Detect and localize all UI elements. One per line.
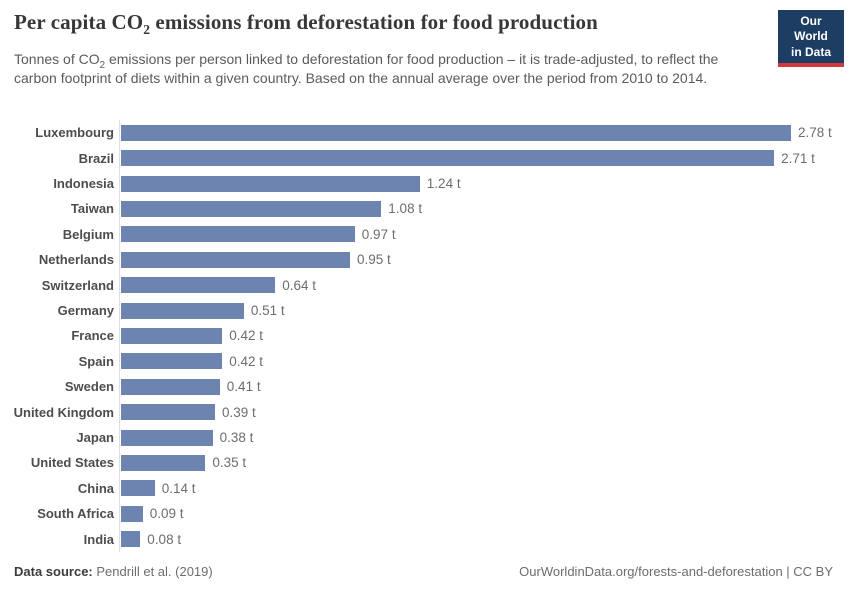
country-label: Spain — [78, 353, 114, 369]
bar[interactable] — [121, 150, 775, 167]
owid-logo[interactable]: Our World in Data — [778, 10, 844, 68]
data-source: Data source: Pendrill et al. (2019) — [14, 564, 213, 579]
value-label: 0.38 t — [219, 430, 254, 446]
chart-title-text-rest: emissions from deforestation for food pr… — [150, 10, 598, 34]
chart-subtitle-text-rest: emissions per person linked to deforesta… — [14, 51, 719, 87]
value-label: 2.78 t — [798, 125, 832, 141]
country-label: Brazil — [78, 150, 114, 166]
bar-rows: Luxembourg 2.78 t Brazil 2.71 t Indonesia 1.2… — [0, 120, 850, 552]
bar[interactable] — [121, 277, 276, 294]
country-label: Belgium — [62, 226, 114, 242]
value-label: 1.24 t — [426, 176, 461, 192]
bar-row: United States 0.35 t — [0, 450, 850, 475]
country-label: Japan — [76, 430, 114, 446]
country-label: Netherlands — [38, 252, 114, 268]
bar-row: Belgium 0.97 t — [0, 222, 850, 247]
country-label: Sweden — [64, 379, 114, 395]
chart-title-text: Per capita CO — [14, 10, 144, 34]
bar[interactable] — [121, 480, 155, 497]
country-label: South Africa — [37, 506, 114, 522]
value-label: 0.08 t — [147, 531, 182, 547]
bar-row: Switzerland 0.64 t — [0, 272, 850, 297]
chart-footer: Data source: Pendrill et al. (2019) OurW… — [14, 564, 833, 579]
country-label: Indonesia — [53, 176, 114, 192]
bar[interactable] — [121, 505, 143, 522]
footer-license-link[interactable]: OurWorldinData.org/forests-and-deforesta… — [519, 564, 833, 579]
data-source-value: Pendrill et al. (2019) — [96, 564, 213, 579]
value-label: 1.08 t — [388, 201, 423, 217]
value-label: 2.71 t — [781, 150, 815, 166]
bar[interactable] — [121, 454, 206, 471]
bar[interactable] — [121, 226, 355, 243]
bar-row: Luxembourg 2.78 t — [0, 120, 850, 145]
bar[interactable] — [121, 175, 420, 192]
bar-row: Spain 0.42 t — [0, 349, 850, 374]
value-label: 0.39 t — [222, 404, 256, 420]
country-label: India — [83, 531, 114, 547]
bar[interactable] — [121, 353, 223, 370]
country-label: China — [77, 480, 114, 496]
bar-row: South Africa 0.09 t — [0, 501, 850, 526]
bar[interactable] — [121, 378, 220, 395]
country-label: Switzerland — [41, 277, 114, 293]
value-label: 0.42 t — [229, 328, 263, 344]
bar[interactable] — [121, 124, 791, 141]
bar-chart: Luxembourg 2.78 t Brazil 2.71 t Indonesia 1.2… — [0, 120, 850, 552]
data-source-label: Data source: — [14, 564, 93, 579]
bar[interactable] — [121, 429, 213, 446]
country-label: Germany — [57, 303, 114, 319]
bar[interactable] — [121, 327, 223, 344]
country-label: Taiwan — [70, 201, 114, 217]
country-label: United States — [30, 455, 114, 471]
bar-row: India 0.08 t — [0, 527, 850, 552]
country-label: France — [71, 328, 114, 344]
bar-row: France 0.42 t — [0, 323, 850, 348]
country-label: Luxembourg — [35, 125, 114, 141]
bar-row: Sweden 0.41 t — [0, 374, 850, 399]
owid-logo-line2: in Data — [790, 44, 831, 59]
country-label: United Kingdom — [13, 404, 114, 420]
bar[interactable] — [121, 251, 350, 268]
bar[interactable] — [121, 302, 244, 319]
value-label: 0.14 t — [161, 480, 196, 496]
bar-row: Taiwan 1.08 t — [0, 196, 850, 221]
value-label: 0.51 t — [250, 303, 285, 319]
bar-row: Indonesia 1.24 t — [0, 171, 850, 196]
value-label: 0.35 t — [212, 455, 247, 471]
value-label: 0.41 t — [226, 379, 261, 395]
bar-row: Germany 0.51 t — [0, 298, 850, 323]
value-label: 0.64 t — [282, 277, 316, 293]
bar[interactable] — [121, 404, 215, 421]
y-axis-line — [119, 120, 120, 552]
value-label: 0.95 t — [357, 252, 391, 268]
value-label: 0.09 t — [149, 506, 184, 522]
bar[interactable] — [121, 200, 382, 217]
value-label: 0.42 t — [229, 353, 263, 369]
bar-row: United Kingdom 0.39 t — [0, 399, 850, 424]
bar-row: China 0.14 t — [0, 476, 850, 501]
value-label: 0.97 t — [361, 226, 396, 242]
bar-row: Netherlands 0.95 t — [0, 247, 850, 272]
chart-subtitle: Tonnes of CO2 emissions per person linke… — [14, 50, 764, 89]
chart-subtitle-text: Tonnes of CO — [14, 51, 100, 67]
bar-row: Brazil 2.71 t — [0, 145, 850, 170]
bar[interactable] — [121, 531, 141, 548]
chart-title: Per capita CO2 emissions from deforestat… — [14, 10, 598, 38]
co2-subscript-small: 2 — [99, 59, 106, 71]
bar-row: Japan 0.38 t — [0, 425, 850, 450]
co2-subscript: 2 — [143, 22, 151, 38]
owid-logo-line1: Our World — [794, 14, 828, 44]
